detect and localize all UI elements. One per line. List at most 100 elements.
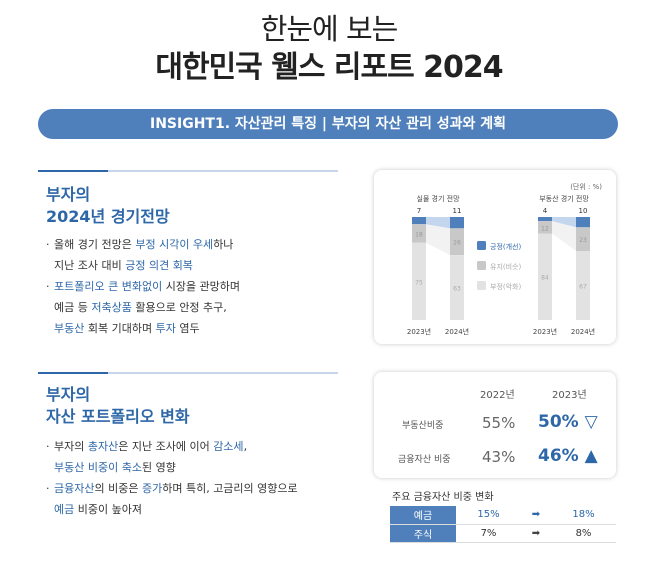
neutral-connector [426,224,450,256]
highlight: 증가 [141,482,163,495]
section2-bullet1: 부자의 총자산은 지난 조사에 이어 감소세, 부동산 비중이 축소된 영향 [46,436,298,478]
highlight: 부정 시각이 우세 [135,238,214,251]
financial-2023-value: 46% [538,446,579,466]
portfolio-card [374,372,616,478]
up-triangle-icon: ▲ [584,446,598,466]
category-label: 2024년 [571,327,595,336]
data-label-negative: 75 [415,279,423,286]
category-label: 2023년 [533,327,557,336]
text: 회복 기대하며 [84,322,156,335]
table-row: 예금 15% ➡ 18% [390,506,616,525]
report-subtitle: 한눈에 보는 [260,12,399,46]
down-triangle-icon: ▽ [584,412,598,432]
highlight: 투자 [155,322,176,335]
bar-segment-negative [450,255,464,320]
section1-divider [38,170,338,172]
realestate-2023-value: 50% [538,412,579,432]
highlight: 총자산 [87,440,119,453]
economic-outlook-chart: (단위 : %) 실물 경기 전망 18 75 7 2023년 26 63 11 2024년 부동산… [407,182,602,336]
value-to: 18% [551,506,616,525]
text: 하나 [213,238,234,251]
text: 지난 조사 대비 [54,259,126,272]
section2-bullet2: 금융자산의 비중은 증가하며 특히, 고금리의 영향으로 예금 비중이 높아져 [46,478,298,520]
bar-segment-neutral [412,224,426,243]
section1-title-line1: 부자의 [46,185,91,204]
financial-2022: 43% [482,448,516,466]
data-label-neutral: 18 [415,231,423,238]
bar-segment-negative [576,250,590,320]
section1-bullet2: 포트폴리오 큰 변화없이 시장을 관망하며 예금 등 저축상품 활용으로 안정 … [46,276,240,339]
bar-segment-neutral [538,221,552,234]
highlight: 긍정 의견 회복 [125,259,193,272]
col-2022: 2022년 [480,390,515,401]
section1-title: 부자의 2024년 경기전망 [46,184,170,228]
row-label: 주식 [390,524,456,543]
data-label-negative: 63 [453,286,461,293]
row-label-financial: 금융자산 비중 [398,455,451,465]
section2-title: 부자의 자산 포트폴리오 변화 [46,384,190,428]
positive-connector [552,217,576,228]
data-label-negative: 84 [541,275,549,282]
value-from: 7% [456,524,521,543]
text: 시장을 관망하며 [162,280,241,293]
text: 예금 등 [54,301,92,314]
unit-label: (단위 : %) [570,182,602,191]
bar-segment-positive [538,217,552,222]
bar-segment-negative [538,233,552,320]
section2-title-line1: 부자의 [46,385,91,404]
bar-segment-neutral [450,228,464,256]
category-label: 2023년 [407,327,431,336]
section2-bullets: 부자의 총자산은 지난 조사에 이어 감소세, 부동산 비중이 축소된 영향 금… [46,436,298,520]
highlight: 부동산 비중이 축소 [54,461,142,474]
asset-change-title: 주요 금융자산 비중 변화 [392,492,494,503]
legend-label: 긍정(개선) [490,242,521,251]
text: 된 영향 [141,461,176,474]
bar-segment-positive [450,217,464,229]
legend-label: 유지(비슷) [490,262,521,271]
text: 은 지난 조사에 이어 [118,440,214,453]
legend-swatch [477,261,486,270]
text: 비중이 높아져 [74,503,142,516]
col-2023: 2023년 [552,390,587,401]
text: 염두 [175,322,200,335]
text: 부자의 [54,440,88,453]
data-label-neutral: 23 [579,237,587,244]
data-label-neutral: 12 [541,225,549,232]
text: 올해 경기 전망은 [54,238,136,251]
text: 의 비중은 [94,482,142,495]
panel-title: 부동산 경기 전망 [539,194,589,203]
bar-segment-neutral [576,227,590,251]
highlight: 예금 [54,503,75,516]
legend-swatch [477,281,486,290]
section1-title-line2: 2024년 경기전망 [46,207,170,226]
highlight: 금융자산 [54,482,95,495]
text: 하며 특히, 고금리의 영향으로 [162,482,298,495]
legend-swatch [477,241,486,250]
section2-title-line2: 자산 포트폴리오 변화 [46,407,190,426]
arrow-right-icon: ➡ [521,506,551,525]
section1-bullet1: 올해 경기 전망은 부정 시각이 우세하나 지난 조사 대비 긍정 의견 회복 [46,234,240,276]
data-label-negative: 67 [579,283,587,290]
bar-segment-negative [412,242,426,320]
data-label-positive: 10 [579,207,588,215]
highlight: 포트폴리오 큰 변화없이 [54,280,163,293]
section2-divider [38,372,338,374]
bar-segment-positive [576,217,590,228]
positive-connector [426,217,450,229]
row-label-realestate: 부동산비중 [402,421,444,431]
financial-2023: 46% ▲ [538,446,598,466]
row-label: 예금 [390,506,456,525]
neutral-connector [552,221,576,251]
panel-title: 실물 경기 전망 [416,194,460,203]
text: , [243,440,248,453]
economic-outlook-card: (단위 : %) 실물 경기 전망 18 75 7 2023년 26 63 11 2024년 부동산… [374,170,616,344]
data-label-neutral: 26 [453,240,461,247]
report-title: 대한민국 웰스 리포트 2024 [155,50,503,85]
value-to: 8% [551,524,616,543]
bar-segment-positive [412,217,426,225]
arrow-right-icon: ➡ [521,524,551,543]
data-label-positive: 7 [417,207,421,215]
data-label-positive: 11 [453,207,462,215]
table-row: 주식 7% ➡ 8% [390,524,616,543]
value-from: 15% [456,506,521,525]
